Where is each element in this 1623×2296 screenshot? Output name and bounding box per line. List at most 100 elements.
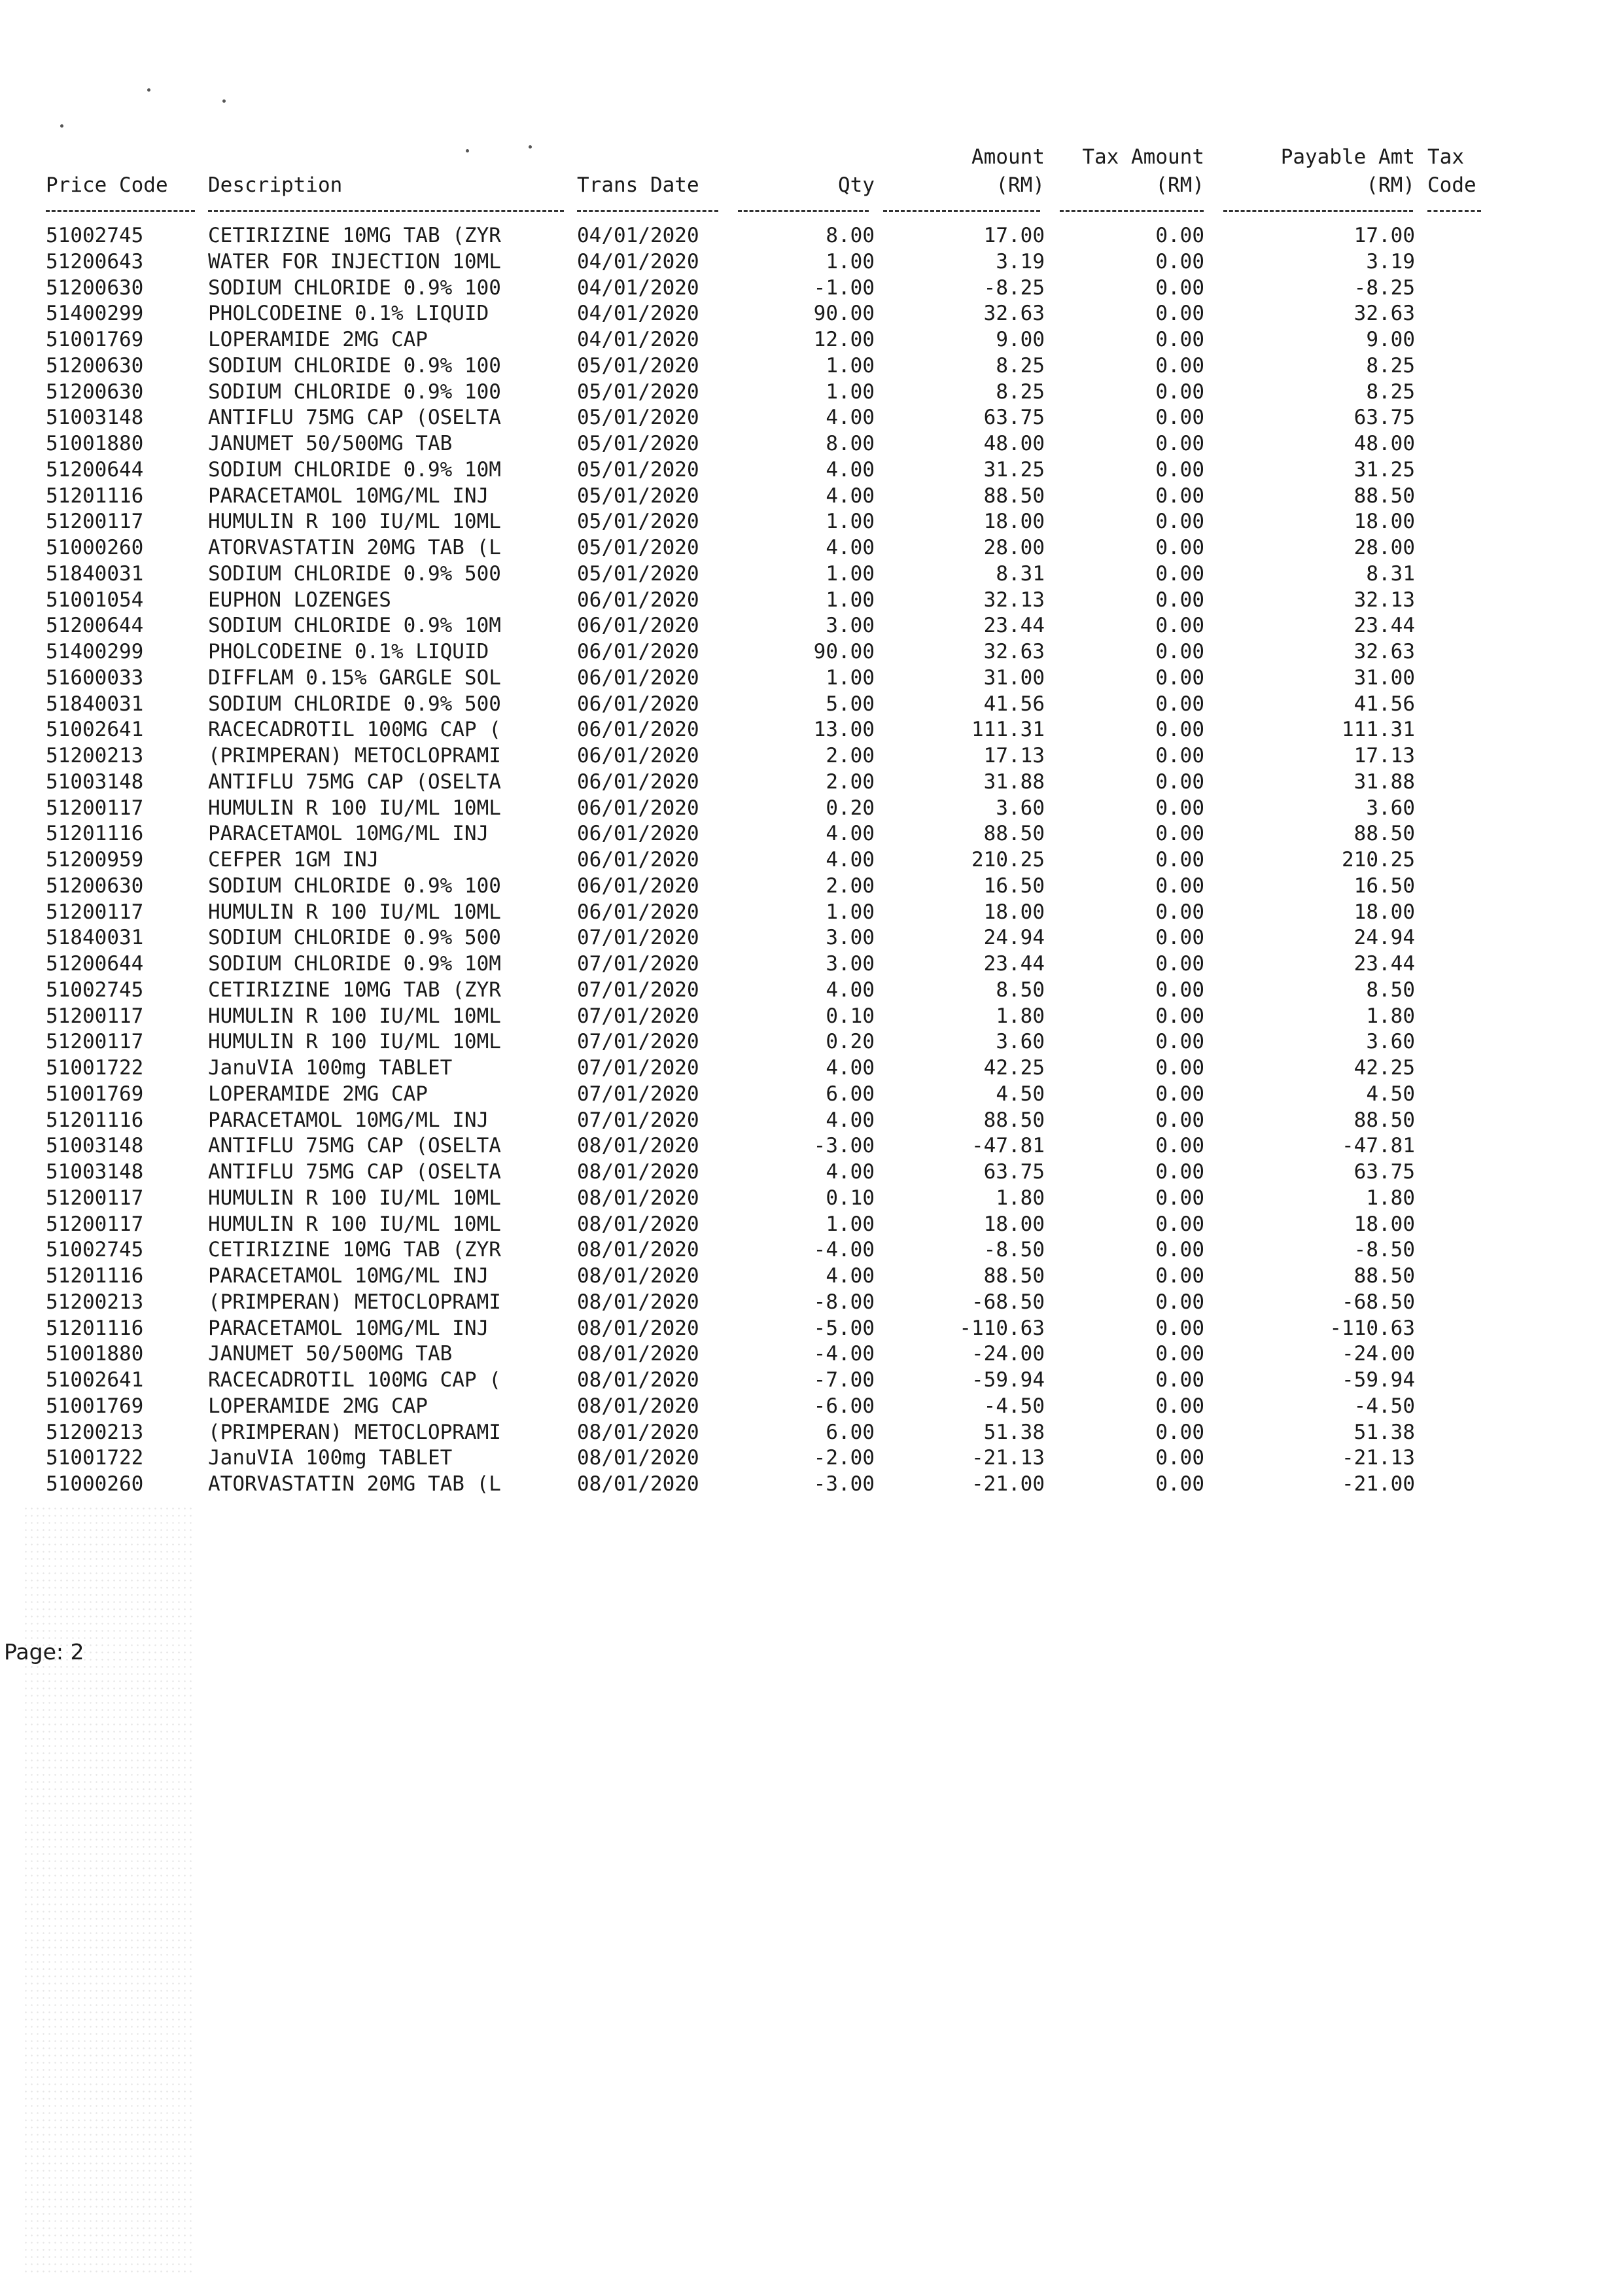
row-trans-date: 05/01/2020 [577,536,699,559]
row-amount: 3.60 [996,796,1045,820]
row-price-code: 51003148 [46,769,144,794]
header-trans-date: Trans Date [577,173,699,197]
row-payable-amt: 17.13 [1353,744,1415,768]
row-amount: 23.44 [983,952,1045,976]
row-trans-date: 08/01/2020 [577,1186,699,1210]
row-trans-date: 08/01/2020 [577,1446,699,1470]
row-price-code: 51003148 [46,1160,144,1184]
row-tax-amount: 0.00 [1155,665,1204,690]
row-qty: 4.00 [826,1160,875,1184]
row-payable-amt: 41.56 [1353,692,1415,716]
row-price-code: 51200213 [46,1420,144,1444]
row-qty: 4.00 [826,406,875,430]
row-tax-amount: 0.00 [1155,822,1204,846]
row-trans-date: 04/01/2020 [577,249,699,274]
row-qty: 4.00 [826,536,875,559]
row-trans-date: 08/01/2020 [577,1420,699,1444]
row-amount: 1.80 [996,1186,1045,1210]
header-payable-amt: Payable Amt [1280,145,1415,169]
row-qty: 6.00 [826,1420,875,1444]
scan-speck [147,88,150,92]
row-amount: 111.31 [971,718,1045,742]
row-qty: -3.00 [813,1472,875,1496]
row-description: HUMULIN R 100 IU/ML 10ML [208,1030,501,1054]
table-row: 51002745 CETIRIZINE 10MG TAB (ZYR 04/01/20… [0,222,1623,249]
table-row: 51003148 ANTIFLU 75MG CAP (OSELTA 05/01/20… [0,404,1623,431]
row-description: RACECADROTIL 100MG CAP ( [208,718,501,742]
row-price-code: 51200117 [46,1212,144,1236]
row-description: SODIUM CHLORIDE 0.9% 500 [208,561,501,586]
row-description: JANUMET 50/500MG TAB [208,432,453,455]
row-description: JanuVIA 100mg TABLET [208,1446,453,1470]
row-payable-amt: 8.50 [1366,978,1415,1002]
table-row: 51001880 JANUMET 50/500MG TAB 08/01/2020 -4… [0,1341,1623,1367]
row-payable-amt: 63.75 [1353,1160,1415,1184]
row-trans-date: 08/01/2020 [577,1134,699,1158]
row-description: (PRIMPERAN) METOCLOPRAMI [208,1290,501,1314]
row-qty: 2.00 [826,874,875,898]
table-row: 51200644 SODIUM CHLORIDE 0.9% 10M 06/01/20… [0,612,1623,639]
row-qty: 4.00 [826,457,875,482]
row-trans-date: 05/01/2020 [577,457,699,482]
row-tax-amount: 0.00 [1155,926,1204,950]
row-qty: 4.00 [826,1056,875,1080]
row-trans-date: 08/01/2020 [577,1264,699,1288]
row-description: SODIUM CHLORIDE 0.9% 100 [208,353,501,378]
row-trans-date: 07/01/2020 [577,1056,699,1080]
row-payable-amt: 111.31 [1342,718,1415,742]
row-description: PARACETAMOL 10MG/ML INJ [208,822,489,846]
row-tax-amount: 0.00 [1155,1446,1204,1470]
row-description: ANTIFLU 75MG CAP (OSELTA [208,1160,501,1184]
row-tax-amount: 0.00 [1155,1134,1204,1158]
row-description: DIFFLAM 0.15% GARGLE SOL [208,665,501,690]
row-trans-date: 08/01/2020 [577,1290,699,1314]
table-row: 51200117 HUMULIN R 100 IU/ML 10ML 06/01/20… [0,899,1623,925]
row-description: HUMULIN R 100 IU/ML 10ML [208,1212,501,1236]
table-row: 51200644 SODIUM CHLORIDE 0.9% 10M 05/01/20… [0,457,1623,483]
row-tax-amount: 0.00 [1155,484,1204,508]
row-price-code: 51200213 [46,1290,144,1314]
row-description: HUMULIN R 100 IU/ML 10ML [208,900,501,924]
row-tax-amount: 0.00 [1155,744,1204,768]
header-tax-code: Tax [1427,145,1464,169]
row-qty: 0.10 [826,1004,875,1028]
table-row: 51200630 SODIUM CHLORIDE 0.9% 100 06/01/20… [0,873,1623,899]
row-price-code: 51200643 [46,249,144,274]
row-qty: 4.00 [826,1108,875,1132]
row-price-code: 51003148 [46,406,144,430]
row-tax-amount: 0.00 [1155,1238,1204,1262]
row-payable-amt: -21.00 [1342,1472,1415,1496]
row-amount: 1.80 [996,1004,1045,1028]
row-payable-amt: 9.00 [1366,328,1415,351]
row-price-code: 51840031 [46,926,144,950]
row-payable-amt: -8.25 [1353,275,1415,300]
row-trans-date: 08/01/2020 [577,1368,699,1392]
table-row: 51201116 PARACETAMOL 10MG/ML INJ 06/01/202… [0,821,1623,847]
row-price-code: 51001054 [46,588,144,612]
header-amount: Amount [971,145,1045,169]
row-trans-date: 08/01/2020 [577,1394,699,1418]
row-tax-amount: 0.00 [1155,302,1204,326]
row-tax-amount: 0.00 [1155,1160,1204,1184]
row-amount: 18.00 [983,1212,1045,1236]
row-amount: 41.56 [983,692,1045,716]
row-payable-amt: -4.50 [1353,1394,1415,1418]
separator-tax-amount [1060,210,1204,212]
row-price-code: 51200644 [46,614,144,638]
row-description: SODIUM CHLORIDE 0.9% 10M [208,614,501,638]
table-row: 51200630 SODIUM CHLORIDE 0.9% 100 04/01/20… [0,275,1623,301]
table-row: 51003148 ANTIFLU 75MG CAP (OSELTA 06/01/20… [0,769,1623,795]
row-price-code: 51840031 [46,561,144,586]
separator-trans-date [577,210,718,212]
row-amount: -21.13 [971,1446,1045,1470]
row-description: SODIUM CHLORIDE 0.9% 500 [208,692,501,716]
row-amount: 3.19 [996,249,1045,274]
row-description: PHOLCODEINE 0.1% LIQUID [208,640,489,663]
row-price-code: 51001722 [46,1056,144,1080]
row-payable-amt: 31.25 [1353,457,1415,482]
row-qty: 3.00 [826,614,875,638]
table-row: 51200630 SODIUM CHLORIDE 0.9% 100 05/01/20… [0,353,1623,379]
row-payable-amt: 8.31 [1366,561,1415,586]
table-row: 51003148 ANTIFLU 75MG CAP (OSELTA 08/01/20… [0,1159,1623,1185]
row-qty: 13.00 [813,718,875,742]
